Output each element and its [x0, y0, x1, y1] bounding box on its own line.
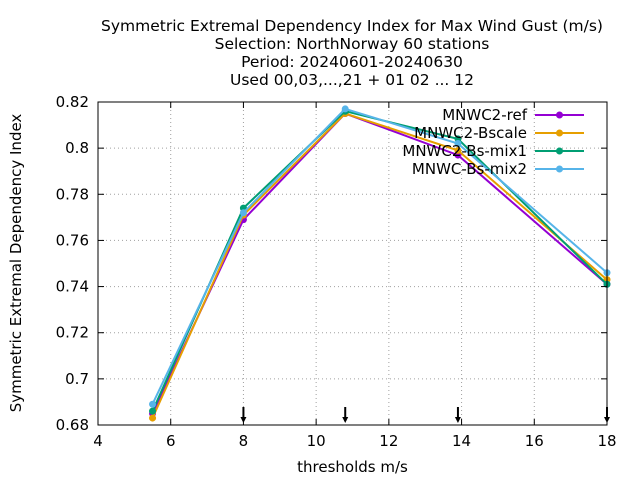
grid — [98, 102, 607, 425]
data-point — [454, 146, 462, 154]
data-point — [149, 414, 157, 422]
y-tick-label: 0.78 — [56, 185, 89, 203]
x-tick-label: 16 — [525, 432, 544, 450]
x-tick-label: 8 — [239, 432, 249, 450]
legend-marker — [556, 129, 563, 137]
title-line: Used 00,03,...,21 + 01 02 ... 12 — [230, 71, 474, 89]
legend-marker — [556, 165, 563, 173]
y-tick-label: 0.8 — [65, 139, 89, 157]
chart-title: Symmetric Extremal Dependency Index for … — [101, 17, 603, 89]
legend-label: MNWC2-Bscale — [414, 124, 527, 142]
title-line: Selection: NorthNorway 60 stations — [215, 35, 490, 53]
y-axis-label: Symmetric Extremal Dependency Index — [7, 114, 25, 413]
title-line: Symmetric Extremal Dependency Index for … — [101, 17, 603, 35]
y-tick-label: 0.76 — [56, 231, 89, 249]
legend-marker — [556, 147, 563, 155]
axis-ticks: 4 6 8 10 12 14 16 18 0.68 0.7 0.72 0.74 0.76 0.78 0.8 0… — [56, 93, 617, 450]
x-tick-label: 4 — [93, 432, 103, 450]
threshold-arrow-head — [342, 417, 349, 423]
plot-frame — [97, 101, 608, 426]
y-tick-label: 0.72 — [56, 324, 89, 342]
data-point — [341, 105, 349, 113]
x-tick-label: 12 — [379, 432, 398, 450]
series-lines — [149, 105, 611, 422]
y-tick-label: 0.68 — [56, 416, 89, 434]
title-line: Period: 20240601-20240630 — [241, 53, 463, 71]
data-point — [454, 140, 462, 148]
y-tick-label: 0.7 — [65, 370, 89, 388]
x-tick-label: 18 — [597, 432, 616, 450]
x-tick-label: 10 — [307, 432, 326, 450]
y-tick-label: 0.82 — [56, 93, 89, 111]
data-point — [239, 209, 247, 217]
data-point — [149, 407, 157, 415]
threshold-arrow-head — [454, 417, 461, 423]
legend-label: MNWC-Bs-mix2 — [412, 160, 527, 178]
threshold-arrows — [240, 407, 610, 423]
x-tick-label: 6 — [166, 432, 176, 450]
legend: MNWC2-refMNWC2-BscaleMNWC2-Bs-mix1MNWC-B… — [402, 106, 584, 178]
legend-marker — [556, 111, 563, 119]
series-line — [151, 112, 608, 419]
x-tick-label: 14 — [452, 432, 471, 450]
data-point — [149, 400, 157, 408]
x-axis-label: thresholds m/s — [297, 458, 408, 476]
legend-label: MNWC2-ref — [442, 106, 527, 124]
legend-label: MNWC2-Bs-mix1 — [402, 142, 527, 160]
y-tick-label: 0.74 — [56, 278, 89, 296]
